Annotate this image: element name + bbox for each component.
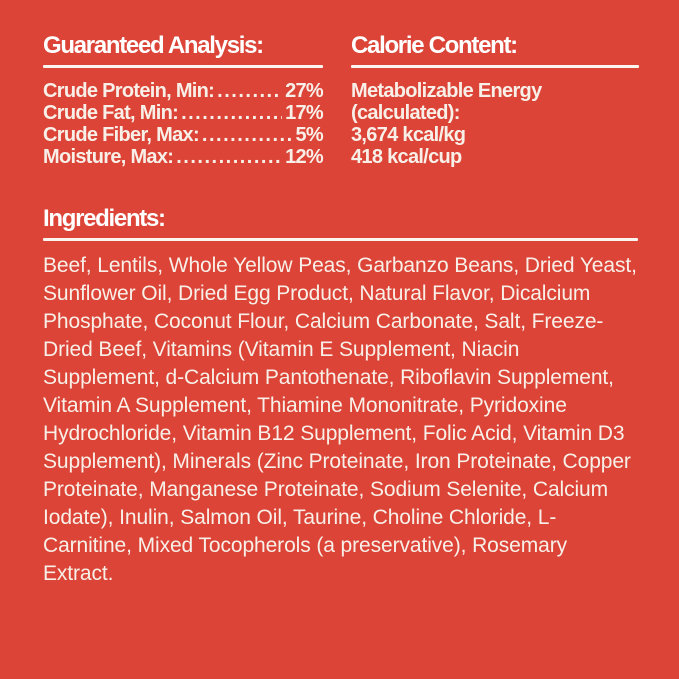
calorie-content-lines: Metabolizable Energy (calculated): 3,674… [351,80,639,168]
analysis-row: Moisture, Max: 12% [43,146,324,168]
ingredients-section: Ingredients: Beef, Lentils, Whole Yellow… [43,206,638,588]
analysis-row: Crude Protein, Min: 27% [43,80,324,102]
ingredients-heading: Ingredients: [43,205,166,232]
analysis-row: Crude Fiber, Max: 5% [43,124,324,146]
dot-leader [202,124,293,146]
guaranteed-analysis-rows: Crude Protein, Min: 27% Crude Fat, Min: … [43,80,324,168]
calorie-line: (calculated): [351,102,460,124]
heading-rule [351,65,639,68]
heading-rule [43,238,638,241]
analysis-label: Moisture, Max: [43,146,174,168]
analysis-label: Crude Fat, Min: [43,102,179,124]
analysis-label: Crude Fiber, Max: [43,124,200,146]
ingredients-text: Beef, Lentils, Whole Yellow Peas, Garban… [43,254,637,585]
dot-leader [176,146,282,168]
analysis-value: 27% [285,80,324,102]
calorie-line: Metabolizable Energy [351,80,542,102]
analysis-value: 12% [285,146,324,168]
guaranteed-analysis-heading: Guaranteed Analysis: [43,32,264,59]
guaranteed-analysis-section: Guaranteed Analysis: Crude Protein, Min:… [43,32,324,168]
calorie-content-heading: Calorie Content: [351,32,518,59]
calorie-line: 418 kcal/cup [351,146,462,168]
calorie-line: 3,674 kcal/kg [351,124,466,146]
analysis-row: Crude Fat, Min: 17% [43,102,324,124]
dot-leader [181,102,282,124]
dot-leader [217,80,282,102]
analysis-label: Crude Protein, Min: [43,80,215,102]
top-columns: Guaranteed Analysis: Crude Protein, Min:… [43,32,639,168]
heading-rule [43,65,323,68]
analysis-value: 17% [285,102,324,124]
analysis-value: 5% [295,124,323,146]
calorie-content-section: Calorie Content: Metabolizable Energy (c… [351,33,639,168]
